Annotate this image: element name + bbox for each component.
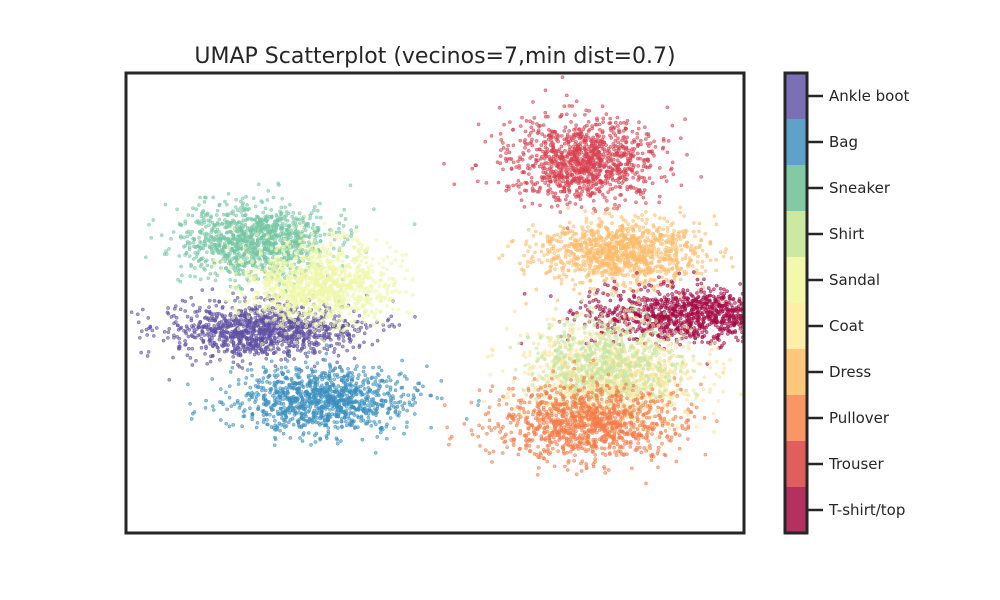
colorbar-label: Ankle boot (829, 87, 909, 105)
colorbar-label: Trouser (828, 455, 885, 473)
colorbar-label: Dress (829, 363, 871, 381)
colorbar-segment-ankle-boot (785, 73, 807, 120)
colorbar-label: Coat (829, 317, 864, 335)
colorbar-segment-trouser (785, 441, 807, 488)
cluster-sneaker (143, 181, 417, 309)
cluster-bag (185, 343, 481, 455)
colorbar-label: Bag (829, 133, 858, 151)
colorbar: Ankle boot Bag Sneaker Shirt Sandal Coat Dress… (783, 71, 909, 535)
colorbar-segment-dress (785, 349, 807, 396)
colorbar-label: Sneaker (829, 179, 891, 197)
colorbar-label: Sandal (829, 271, 880, 289)
cluster-trouser (442, 75, 704, 231)
cluster-sandal (212, 214, 415, 350)
colorbar-segment-t-shirt-top (785, 487, 807, 534)
colorbar-segment-bag (785, 119, 807, 166)
colorbar-segment-sneaker (785, 165, 807, 212)
colorbar-segment-shirt (785, 211, 807, 258)
plot-frame (124, 71, 746, 535)
cluster-dress (497, 205, 735, 324)
chart-title: UMAP Scatterplot (vecinos=7,min dist=0.7… (194, 44, 675, 69)
colorbar-label: T-shirt/top (828, 501, 905, 519)
colorbar-label: Shirt (829, 225, 864, 243)
cluster-pullover (442, 358, 719, 486)
scatter-points (129, 75, 744, 486)
colorbar-segment-coat (785, 303, 807, 350)
colorbar-label: Pullover (829, 409, 890, 427)
colorbar-segment-pullover (785, 395, 807, 442)
colorbar-segment-sandal (785, 257, 807, 304)
colorbar-frame (783, 71, 809, 535)
